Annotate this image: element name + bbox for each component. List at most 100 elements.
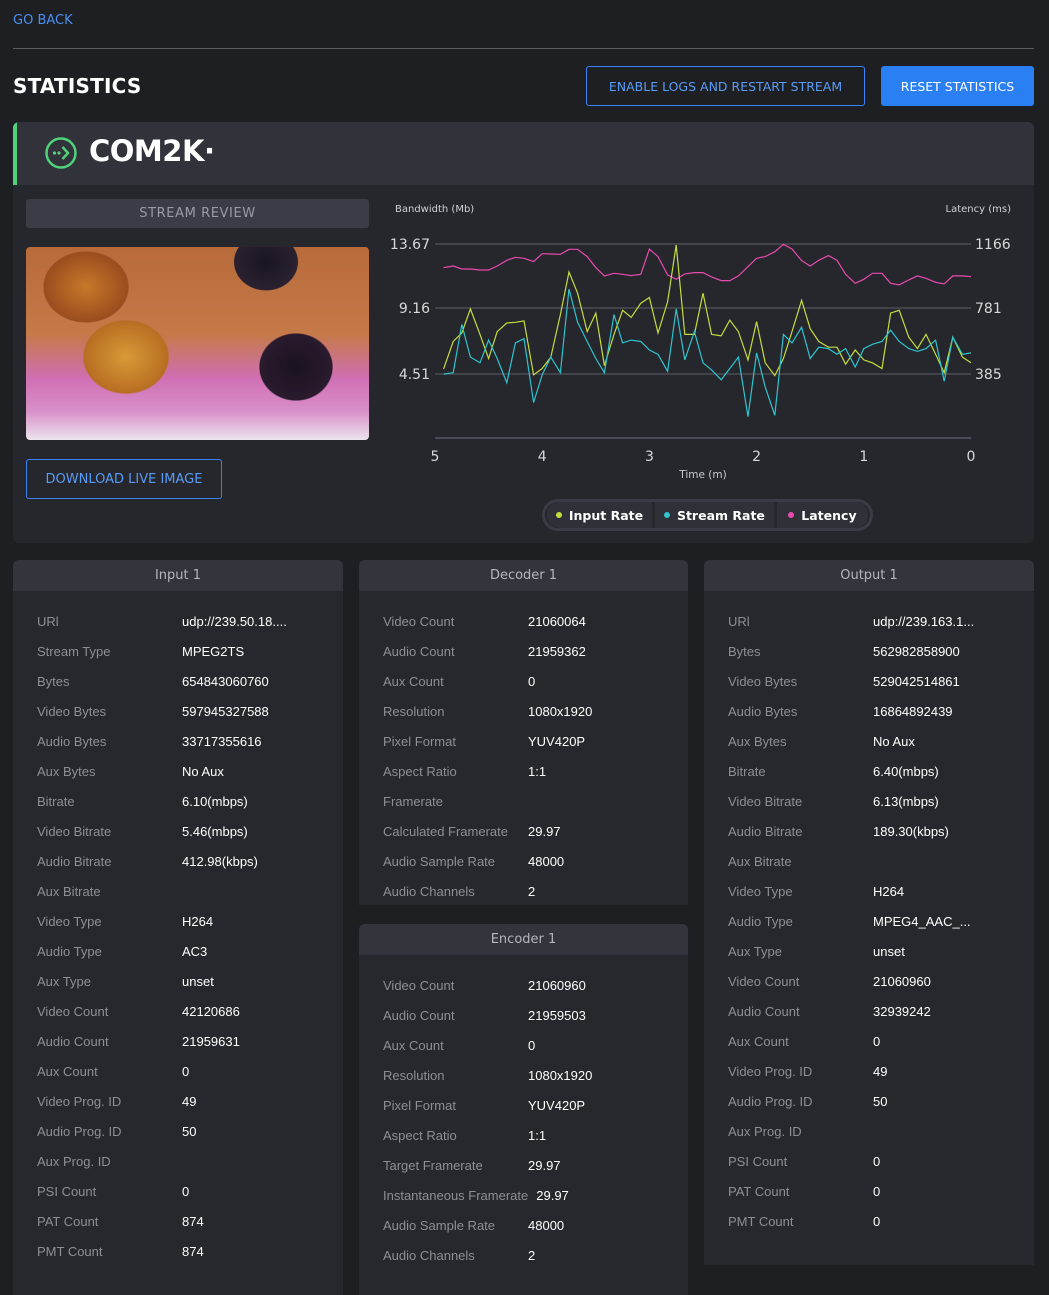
input-panel-title: Input 1: [13, 560, 343, 591]
stat-row: Video Type H264: [704, 876, 1034, 906]
chart-legend: Input Rate Stream Rate Latency: [542, 499, 873, 531]
stat-row: Bytes 562982858900: [704, 636, 1034, 666]
x-tick-label: 0: [967, 449, 976, 465]
stat-value: 6.40(mbps): [873, 763, 939, 779]
stat-row: Video Bytes 597945327588: [13, 696, 343, 726]
stat-value: 654843060760: [182, 673, 269, 689]
stat-label: Instantaneous Framerate: [383, 1187, 529, 1203]
stat-row: Bitrate 6.10(mbps): [13, 786, 343, 816]
stat-label: Audio Bitrate: [37, 853, 112, 869]
stat-label: Resolution: [383, 703, 445, 719]
stat-row: Video Prog. ID 49: [704, 1056, 1034, 1086]
reset-statistics-button[interactable]: RESET STATISTICS: [881, 66, 1034, 106]
stat-row: Bytes 654843060760: [13, 666, 343, 696]
legend-dot-icon: [663, 512, 670, 518]
stat-value: MPEG2TS: [182, 643, 245, 659]
stat-value: No Aux: [873, 733, 915, 749]
stat-row: Aux Type unset: [13, 966, 343, 996]
stat-label: Pixel Format: [383, 733, 456, 749]
stat-row: PAT Count 0: [704, 1176, 1034, 1206]
stat-value: 42120686: [182, 1003, 240, 1019]
stat-label: Audio Channels: [383, 1247, 475, 1263]
download-live-image-button[interactable]: DOWNLOAD LIVE IMAGE: [26, 459, 222, 499]
stat-row: Aux Bitrate: [704, 846, 1034, 876]
stat-label: Bytes: [728, 643, 761, 659]
stat-value: 21060064: [528, 613, 586, 629]
divider: [13, 48, 1034, 49]
stat-value: 874: [182, 1243, 204, 1259]
stat-label: PAT Count: [728, 1183, 790, 1199]
stat-row: Audio Count 21959362: [359, 636, 688, 666]
stat-label: Video Bitrate: [728, 793, 803, 809]
stat-value: 50: [182, 1123, 197, 1139]
x-tick-label: 3: [645, 449, 654, 465]
stat-label: Video Count: [728, 973, 800, 989]
stat-row: Audio Count 21959631: [13, 1026, 343, 1056]
go-back-link[interactable]: GO BACK: [13, 13, 73, 28]
legend-item-stream-rate[interactable]: Stream Rate: [655, 502, 774, 528]
stat-value: 0: [873, 1033, 881, 1049]
stat-value: 33717355616: [182, 733, 262, 749]
stat-value: AC3: [182, 943, 208, 959]
stat-value: 50: [873, 1093, 888, 1109]
input-stats-panel: Input 1 URl udp://239.50.18.... Stream Type…: [13, 560, 343, 1295]
stat-label: PMT Count: [728, 1213, 794, 1229]
stat-value: 2: [528, 1247, 536, 1263]
stat-label: Video Bytes: [728, 673, 798, 689]
stat-label: Aux Type: [728, 943, 782, 959]
stat-row: URl udp://239.163.1...: [704, 606, 1034, 636]
stat-label: PSI Count: [37, 1183, 97, 1199]
stat-label: Stream Type: [37, 643, 111, 659]
stat-label: Audio Bytes: [37, 733, 107, 749]
series-line-input-rate: [443, 244, 972, 377]
stat-value: 32939242: [873, 1003, 931, 1019]
stat-label: Audio Bitrate: [728, 823, 803, 839]
stat-value: 874: [182, 1213, 204, 1229]
stat-label: Video Bytes: [37, 703, 107, 719]
stat-row: Instantaneous Framerate 29.97: [359, 1180, 688, 1210]
stat-row: Pixel Format YUV420P: [359, 726, 688, 756]
stat-row: Target Framerate 29.97: [359, 1150, 688, 1180]
stat-label: Target Framerate: [383, 1157, 483, 1173]
stat-label: Bitrate: [728, 763, 766, 779]
stat-label: PMT Count: [37, 1243, 103, 1259]
y-right-tick-label: 385: [975, 367, 1002, 383]
stat-row: Aux Bytes No Aux: [704, 726, 1034, 756]
stat-value: 5.46(mbps): [182, 823, 248, 839]
stat-value: 1080x1920: [528, 703, 593, 719]
enable-logs-restart-button[interactable]: ENABLE LOGS AND RESTART STREAM: [586, 66, 865, 106]
y-right-tick-label: 1166: [975, 237, 1011, 253]
left-axis-label: Bandwidth (Mb): [395, 204, 474, 215]
bandwidth-latency-chart: Bandwidth (Mb) Latency (ms) 13.67 9.16 4.5…: [390, 204, 1012, 481]
stat-row: Video Count 21060960: [359, 970, 688, 1000]
stat-row: Video Count 21060960: [704, 966, 1034, 996]
stat-label: Aux Count: [728, 1033, 789, 1049]
stat-value: 29.97: [528, 823, 561, 839]
legend-item-latency[interactable]: Latency: [776, 502, 868, 528]
stat-label: Video Count: [383, 613, 455, 629]
stat-label: Audio Prog. ID: [37, 1123, 122, 1139]
stat-value: 21060960: [528, 977, 586, 993]
stat-value: 529042514861: [873, 673, 960, 689]
stat-row: Aux Count 0: [359, 666, 688, 696]
stat-row: PMT Count 874: [13, 1236, 343, 1266]
stat-label: Aux Type: [37, 973, 91, 989]
stat-row: Video Bitrate 5.46(mbps): [13, 816, 343, 846]
stat-row: Audio Type MPEG4_AAC_...: [704, 906, 1034, 936]
right-axis-label: Latency (ms): [946, 204, 1012, 215]
y-left-tick-label: 13.67: [390, 237, 430, 253]
stat-value: 29.97: [536, 1187, 569, 1203]
stat-label: Aux Bitrate: [37, 883, 101, 899]
stat-row: Aux Count 0: [359, 1030, 688, 1060]
stat-label: Audio Count: [383, 643, 455, 659]
stat-row: Aux Count 0: [13, 1056, 343, 1086]
stat-row: Aspect Ratio 1:1: [359, 756, 688, 786]
decoder-stats-panel: Decoder 1 Video Count 21060064 Audio Count 2…: [359, 560, 688, 905]
legend-item-input-rate[interactable]: Input Rate: [547, 502, 652, 528]
stat-label: Audio Type: [37, 943, 102, 959]
stat-label: Video Count: [383, 977, 455, 993]
stat-value: unset: [873, 943, 905, 959]
stat-row: Audio Bitrate 412.98(kbps): [13, 846, 343, 876]
stat-row: Aspect Ratio 1:1: [359, 1120, 688, 1150]
stat-label: Bytes: [37, 673, 70, 689]
